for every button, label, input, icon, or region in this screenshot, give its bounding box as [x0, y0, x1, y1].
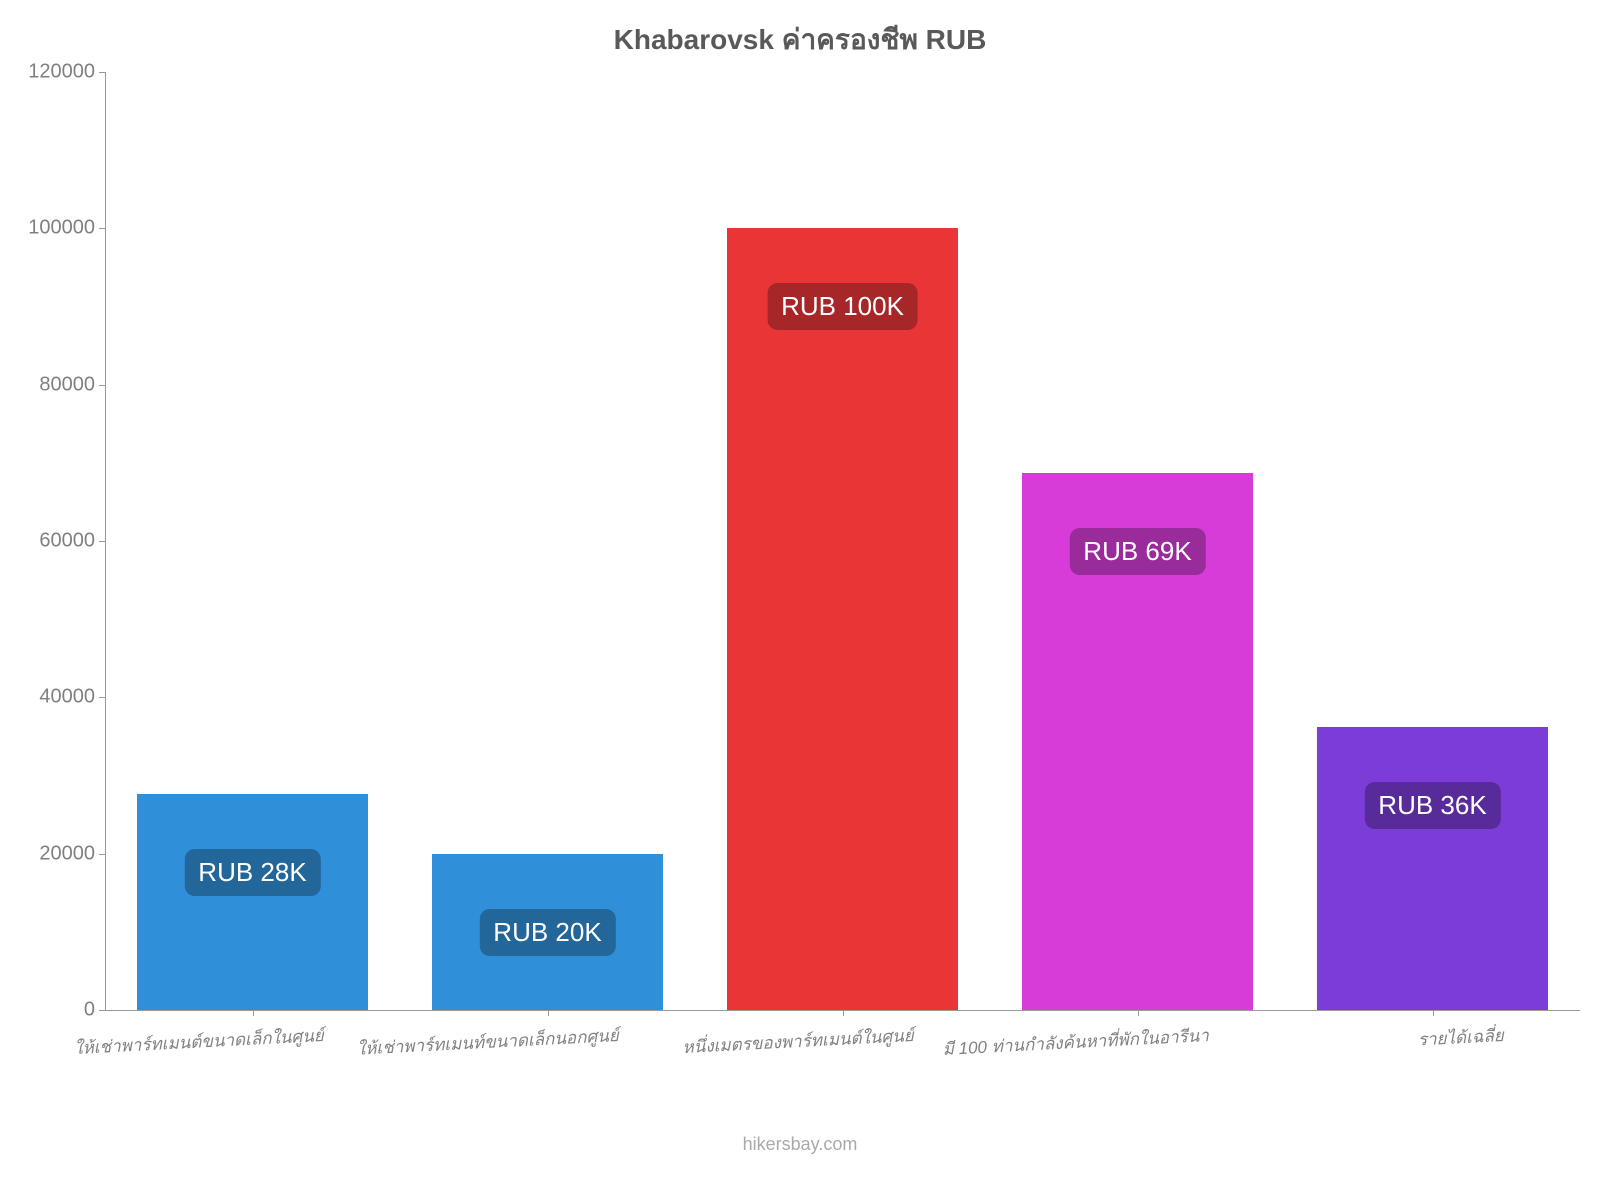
y-tick-label: 20000	[39, 842, 105, 865]
bar	[1317, 727, 1547, 1010]
y-tick-label: 60000	[39, 530, 105, 553]
bar-value-label: RUB 28K	[184, 849, 320, 896]
x-tick	[843, 1010, 844, 1016]
y-axis-line	[105, 72, 106, 1010]
x-tick	[548, 1010, 549, 1016]
bar-value-label: RUB 69K	[1069, 528, 1205, 575]
x-tick	[1433, 1010, 1434, 1016]
x-tick	[253, 1010, 254, 1016]
chart-title: Khabarovsk ค่าครองชีพ RUB	[0, 18, 1600, 62]
y-tick-label: 100000	[28, 217, 105, 240]
bar	[727, 228, 957, 1010]
cost-of-living-chart: Khabarovsk ค่าครองชีพ RUB 02000040000600…	[0, 0, 1600, 1200]
x-tick	[1138, 1010, 1139, 1016]
plot-area: 020000400006000080000100000120000RUB 28K…	[105, 72, 1580, 1010]
y-tick-label: 80000	[39, 373, 105, 396]
y-tick-label: 120000	[28, 61, 105, 84]
y-tick-label: 0	[84, 999, 105, 1022]
bar	[137, 794, 367, 1010]
bar-value-label: RUB 36K	[1364, 782, 1500, 829]
bar-value-label: RUB 20K	[479, 909, 615, 956]
bar-value-label: RUB 100K	[767, 283, 918, 330]
chart-attribution: hikersbay.com	[0, 1134, 1600, 1155]
y-tick-label: 40000	[39, 686, 105, 709]
